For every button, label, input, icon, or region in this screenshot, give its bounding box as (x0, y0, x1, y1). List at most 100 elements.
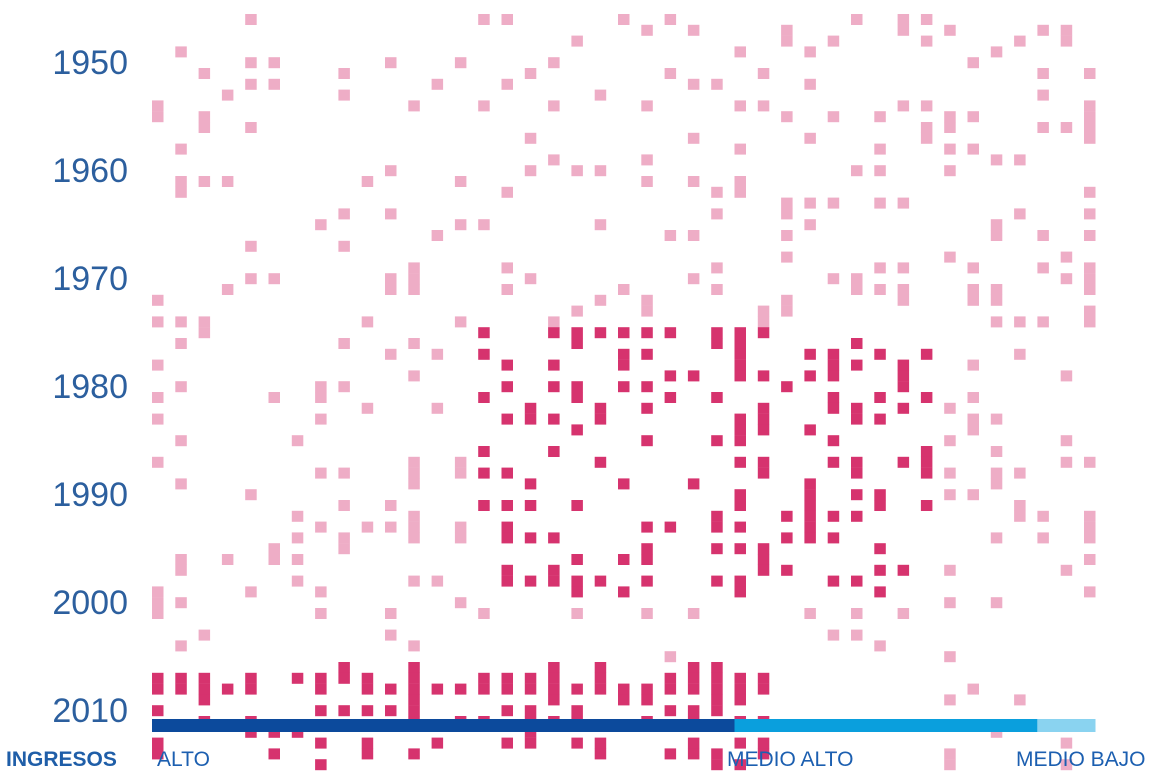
heatmap-cell (687, 748, 700, 760)
heatmap-cell (385, 165, 397, 177)
heatmap-cell (944, 489, 956, 501)
heatmap-cell (152, 294, 164, 306)
heatmap-cell (501, 500, 513, 511)
heatmap-cell (454, 597, 467, 609)
heatmap-cell (571, 586, 583, 598)
heatmap-cell (944, 402, 956, 414)
heatmap-cell (1060, 122, 1073, 133)
heatmap-cell (385, 608, 397, 619)
heatmap-cell (1014, 510, 1026, 522)
heatmap-cell (804, 521, 816, 533)
heatmap-cell (781, 532, 793, 544)
heatmap-cell (315, 683, 327, 695)
heatmap-cells (152, 14, 1096, 771)
heatmap-cell (1084, 532, 1096, 544)
heatmap-cell (385, 57, 397, 69)
heatmap-cell (268, 392, 280, 403)
heatmap-cell (501, 683, 513, 695)
heatmap-cell (315, 521, 327, 533)
heatmap-cell (594, 413, 607, 425)
heatmap-cell (851, 456, 863, 468)
heatmap-cell (734, 46, 746, 58)
heatmap-cell (385, 500, 397, 511)
heatmap-cell (385, 705, 397, 717)
heatmap-cell (268, 78, 280, 90)
heatmap-cell (687, 230, 700, 241)
heatmap-cell (827, 359, 840, 371)
heatmap-cell (990, 154, 1003, 166)
heatmap-cell (1060, 251, 1073, 263)
heatmap-cell (804, 510, 816, 522)
heatmap-cell (524, 165, 537, 177)
heatmap-cell (385, 629, 397, 641)
heatmap-cell (1060, 759, 1073, 771)
heatmap-cell (385, 521, 397, 533)
heatmap-cell (804, 424, 816, 436)
heatmap-cell (641, 521, 653, 533)
heatmap-cell (734, 176, 746, 187)
heatmap-cell (641, 683, 653, 695)
heatmap-cell (641, 24, 653, 36)
heatmap-cell (967, 262, 979, 274)
heatmap-cell (944, 435, 956, 447)
heatmap-cell (291, 554, 304, 565)
heatmap-cell (268, 57, 280, 69)
heatmap-cell (920, 100, 933, 112)
heatmap-cell (920, 132, 933, 144)
heatmap-cell (734, 489, 746, 501)
heatmap-cell (711, 683, 723, 695)
heatmap-cell (897, 100, 910, 112)
heatmap-cell (757, 402, 770, 414)
heatmap-cell (897, 294, 910, 306)
heatmap-cell (990, 219, 1003, 231)
heatmap-cell (221, 89, 234, 101)
heatmap-cell (1084, 586, 1096, 598)
heatmap-cell (548, 575, 560, 587)
heatmap-cell (1037, 532, 1049, 544)
heatmap-cell (198, 122, 211, 133)
heatmap-cell (338, 338, 350, 349)
heatmap-cell (1084, 208, 1096, 220)
heatmap-cell (501, 521, 513, 533)
heatmap-cell (874, 392, 886, 403)
heatmap-cell (781, 381, 793, 393)
heatmap-cell (175, 186, 187, 198)
heatmap-cell (757, 100, 770, 112)
heatmap-cell (664, 392, 677, 403)
heatmap-cell (268, 554, 280, 565)
heatmap-cell (245, 122, 257, 133)
heatmap-cell (175, 143, 187, 155)
heatmap-cell (618, 359, 630, 371)
heatmap-cell (687, 683, 700, 695)
heatmap-cell (990, 478, 1003, 490)
heatmap-cell (594, 575, 607, 587)
heatmap-cell (175, 176, 187, 187)
heatmap-cell (734, 759, 746, 771)
heatmap-cell (198, 683, 211, 695)
heatmap-cell (221, 284, 234, 295)
heatmap-cell (571, 737, 583, 749)
income-band-segment (1037, 719, 1096, 732)
heatmap-cell (734, 521, 746, 533)
heatmap-cell (641, 176, 653, 187)
heatmap-cell (152, 359, 164, 371)
heatmap-cell (734, 543, 746, 555)
heatmap-cell (501, 467, 513, 479)
heatmap-cell (687, 672, 700, 684)
year-tick-label: 1960 (52, 152, 128, 190)
heatmap-cell (618, 478, 630, 490)
heatmap-cell (594, 662, 607, 673)
heatmap-cell (827, 348, 840, 360)
heatmap-cell (897, 456, 910, 468)
heatmap-cell (711, 694, 723, 706)
heatmap-cell (664, 683, 677, 695)
heatmap-cell (1084, 284, 1096, 295)
heatmap-cell (967, 111, 979, 123)
heatmap-cell (1060, 273, 1073, 285)
heatmap-cell (757, 748, 770, 760)
heatmap-cell (734, 143, 746, 155)
heatmap-cell (431, 348, 444, 360)
heatmap-cell (1037, 122, 1049, 133)
heatmap-cell (944, 251, 956, 263)
